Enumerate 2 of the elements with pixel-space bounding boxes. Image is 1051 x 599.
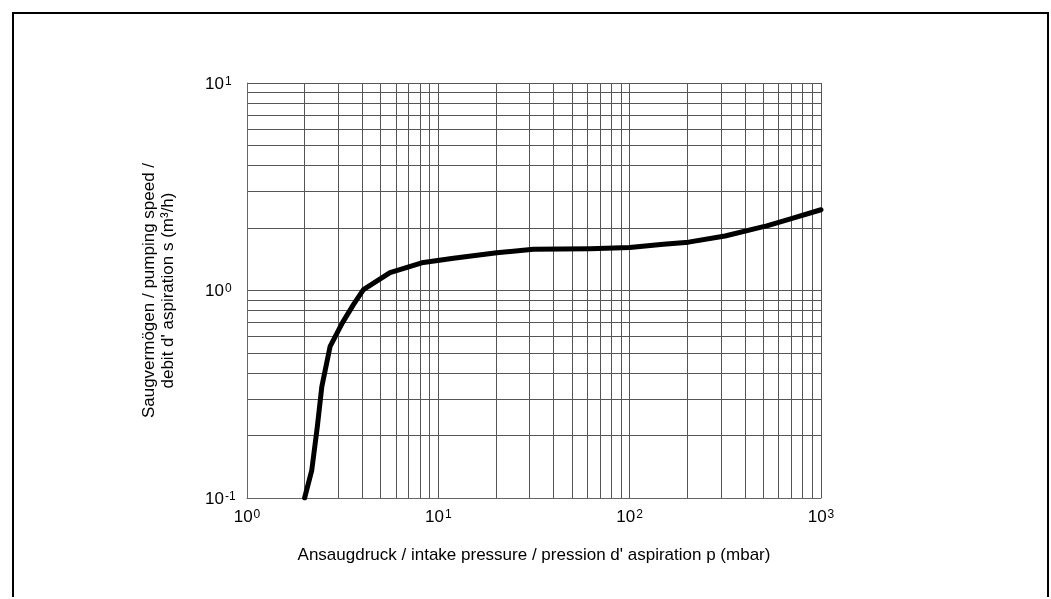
y-axis-title: Saugvermögen / pumping speed / debit d' aspiration s (m³/h) <box>139 162 177 419</box>
x-axis-title: Ansaugdruck / intake pressure / pression d' aspiration p (mbar) <box>297 545 771 564</box>
